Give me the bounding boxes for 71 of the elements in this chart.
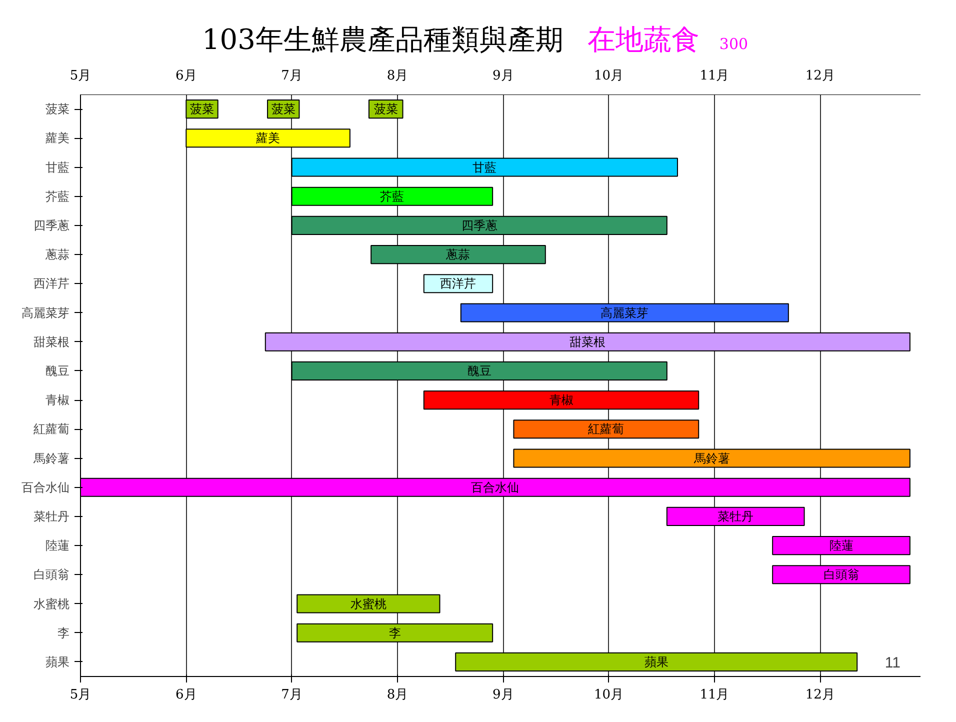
- data-label: 蘋果: [644, 654, 668, 669]
- bar: [291, 216, 668, 235]
- x-tick-label: 6月: [176, 68, 197, 84]
- bar: [291, 361, 668, 380]
- data-label: 菠菜: [271, 102, 296, 116]
- bar: [423, 390, 700, 410]
- y-tick-label: 甜菜根: [34, 334, 70, 349]
- data-label: 菠菜: [374, 102, 398, 116]
- y-tick-label: 蘋果: [46, 654, 70, 669]
- x2-tick-label: 11月: [700, 688, 730, 702]
- bar: [291, 158, 678, 177]
- bar: [460, 303, 789, 322]
- y-tick-label: 蔥蒜: [44, 248, 70, 262]
- data-label: 陸蓮: [829, 538, 854, 553]
- annotation: 11: [884, 654, 901, 672]
- y-tick-label: 青椒: [46, 393, 70, 408]
- x2-tick-label: 12月: [805, 688, 835, 702]
- y-tick-label: 陸蓮: [46, 538, 70, 553]
- chart-title: 103年生鮮農產品種類與產期: [202, 23, 564, 56]
- data-label: 紅蘿蔔: [588, 422, 624, 436]
- bar: [291, 186, 494, 206]
- x-tick-label: 11月: [700, 68, 730, 84]
- y-tick-label: 蘿美: [46, 131, 70, 146]
- data-label: 百合水仙: [471, 480, 520, 494]
- data-label: 菠菜: [190, 102, 214, 116]
- bar: [513, 420, 700, 439]
- data-label: 白頭翁: [823, 568, 860, 582]
- y-tick-label: 芥藍: [46, 189, 70, 204]
- text: 在地蔬食: [587, 23, 700, 56]
- data-label: 李: [388, 626, 401, 640]
- x-tick-label: 8月: [386, 68, 408, 84]
- x2-tick-label: 6月: [176, 688, 197, 702]
- data-label: 馬鈴薯: [692, 451, 730, 466]
- x-tick-label: 10月: [594, 68, 624, 84]
- data-label: 西洋芹: [440, 276, 476, 291]
- data-label: 蘿美: [256, 131, 280, 146]
- bar: [666, 506, 805, 526]
- x2-tick-label: 9月: [492, 688, 514, 702]
- data-label: 甜菜根: [570, 334, 606, 349]
- x-tick-label: 12月: [805, 68, 835, 84]
- x2-tick-label: 8月: [386, 688, 408, 702]
- data-label: 青椒: [549, 393, 574, 408]
- x-tick-label: 7月: [281, 68, 302, 84]
- y-tick-label: 菠菜: [46, 102, 70, 116]
- x-tick-label: 5月: [70, 68, 92, 84]
- y-tick-label: 西洋芹: [34, 276, 70, 291]
- x2-tick-label: 10月: [594, 688, 624, 702]
- y-tick-label: 高麗菜芽: [22, 306, 70, 320]
- y-tick-label: 馬鈴薯: [32, 451, 70, 466]
- data-label: 水蜜桃: [350, 596, 386, 611]
- data-label: 芥藍: [380, 189, 404, 204]
- data-label: 菜牡丹: [718, 509, 754, 524]
- data-label: 四季蔥: [461, 218, 498, 232]
- data-label: 高麗菜芽: [600, 306, 649, 320]
- x-tick-label: 9月: [492, 68, 514, 84]
- x2-tick-label: 5月: [70, 688, 92, 702]
- y-tick-label: 百合水仙: [22, 480, 70, 494]
- bar: [370, 245, 546, 264]
- y-tick-label: 醜豆: [46, 364, 70, 378]
- text: 300: [719, 35, 748, 53]
- data-label: 甘藍: [472, 160, 497, 174]
- y-tick-label: 白頭翁: [34, 568, 70, 582]
- data-label: 醜豆: [467, 364, 492, 378]
- y-tick-label: 四季蔥: [34, 218, 70, 232]
- data-label: 蔥蒜: [445, 248, 470, 262]
- y-tick-label: 甘藍: [46, 160, 70, 174]
- y-tick-label: 李: [58, 626, 70, 640]
- x2-tick-label: 7月: [281, 688, 302, 702]
- y-tick-label: 菜牡丹: [34, 509, 70, 524]
- y-tick-label: 紅蘿蔔: [34, 422, 70, 436]
- y-tick-label: 水蜜桃: [34, 596, 70, 611]
